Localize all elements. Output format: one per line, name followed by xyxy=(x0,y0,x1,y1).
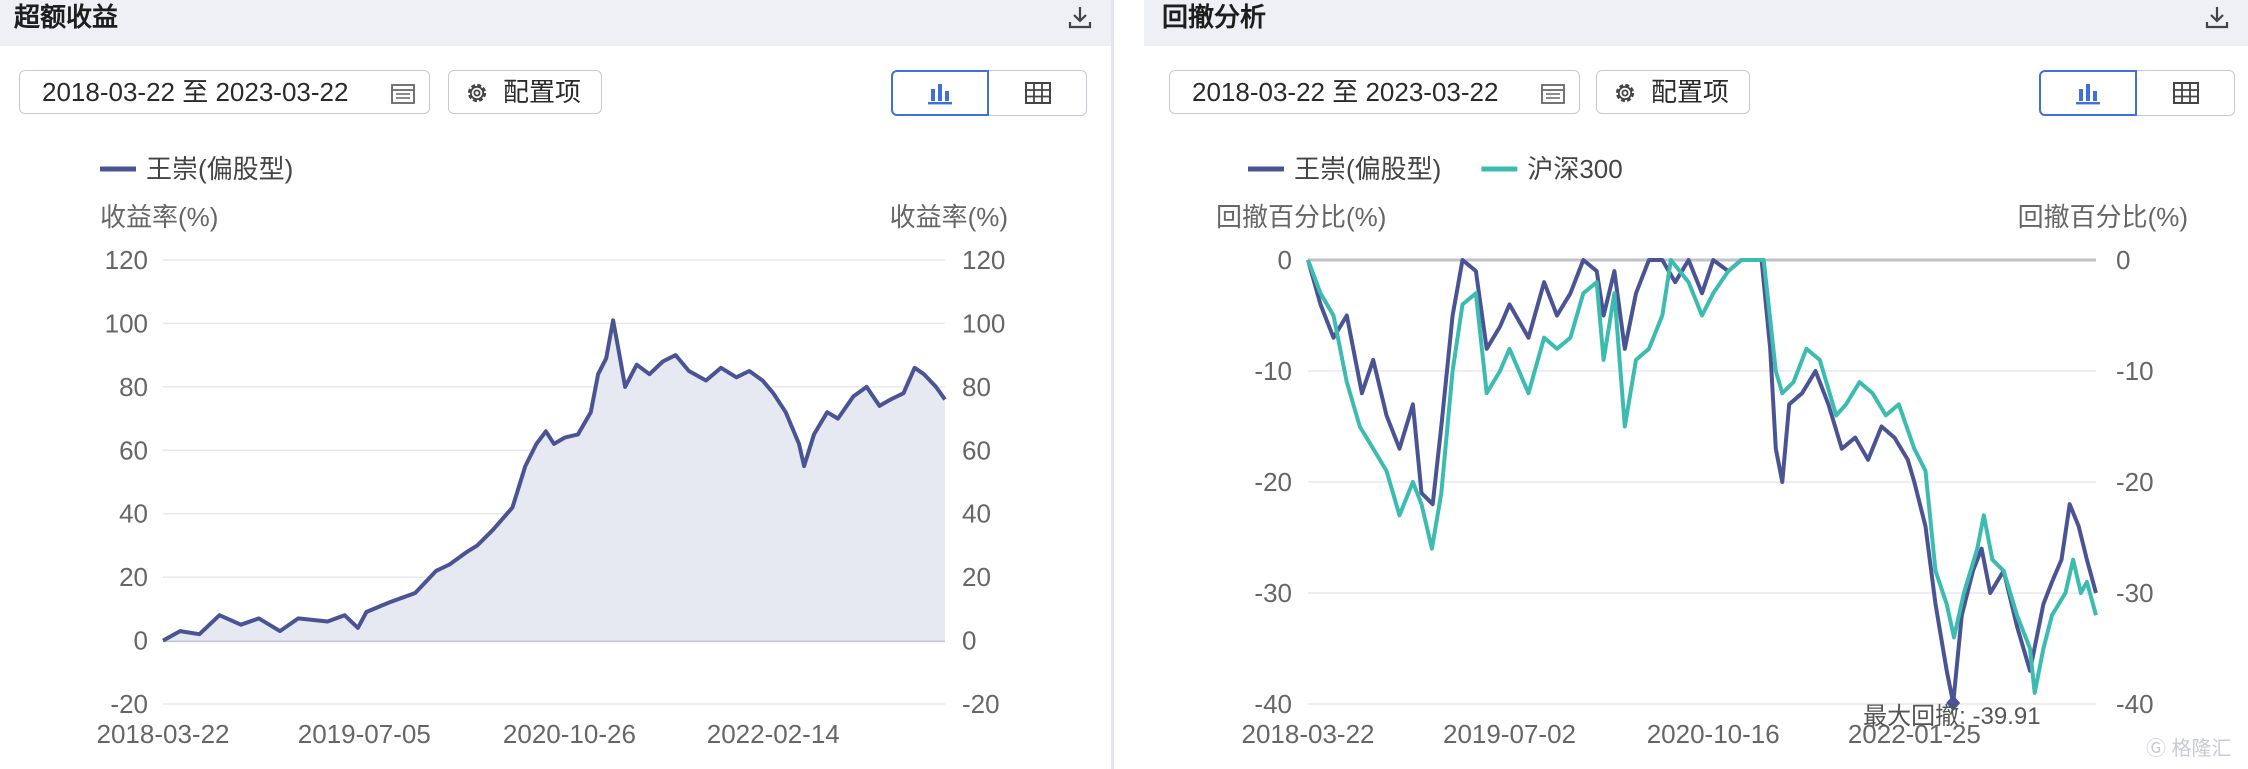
y-tick-label-right: -30 xyxy=(2116,578,2154,608)
table-icon xyxy=(1024,82,1051,104)
x-tick-label: 2018-03-22 xyxy=(97,719,230,749)
date-range-picker[interactable]: 2018-03-22 至 2023-03-22 xyxy=(19,70,430,114)
panel-gap xyxy=(1114,0,1144,769)
date-range-text: 2018-03-22 至 2023-03-22 xyxy=(42,77,349,107)
y-tick-label-left: 0 xyxy=(1278,245,1292,275)
x-tick-label: 2022-02-14 xyxy=(707,719,840,749)
panel-title: 超额收益 xyxy=(14,2,119,32)
y-tick-label-left: -10 xyxy=(1254,356,1292,386)
y-tick-label-right: -20 xyxy=(962,689,1000,719)
y-axis-title-left: 回撤百分比(%) xyxy=(1216,202,1386,232)
legend-label: 王崇(偏股型) xyxy=(1294,154,1441,184)
date-range-picker[interactable]: 2018-03-22 至 2023-03-22 xyxy=(1169,70,1580,114)
legend-label: 沪深300 xyxy=(1527,154,1622,184)
excess-return-chart: 王崇(偏股型) 收益率(%) 收益率(%) -20 -20 0 0 20 20 40 40 60 60 8… xyxy=(97,154,1009,749)
x-tick-label: 2020-10-16 xyxy=(1647,719,1780,749)
download-icon[interactable] xyxy=(2204,4,2230,30)
bar-chart-icon xyxy=(2076,84,2100,105)
config-button[interactable]: 配置项 xyxy=(1596,70,1750,114)
y-axis-title-right: 回撤百分比(%) xyxy=(2018,202,2188,232)
config-label: 配置项 xyxy=(1651,77,1730,107)
drawdown-panel: 回撤分析 2018-03-22 至 2023-03-22 配置项 王崇(偏股型)… xyxy=(1144,0,2248,769)
chart-view-button[interactable] xyxy=(2039,70,2137,116)
y-tick-label-right: 120 xyxy=(962,245,1005,275)
y-axis-title-left: 收益率(%) xyxy=(100,202,218,232)
y-tick-label-right: -20 xyxy=(2116,467,2154,497)
y-tick-label-right: 40 xyxy=(962,499,991,529)
panel-header: 超额收益 xyxy=(0,0,1111,46)
download-icon[interactable] xyxy=(1067,4,1093,30)
x-tick-label: 2018-03-22 xyxy=(1242,719,1375,749)
y-axis-title-right: 收益率(%) xyxy=(890,202,1008,232)
excess-return-panel: 超额收益 2018-03-22 至 2023-03-22 配置项 王崇(偏股型)… xyxy=(0,0,1111,769)
y-tick-label-left: -30 xyxy=(1254,578,1292,608)
view-toggle xyxy=(2039,70,2235,116)
y-tick-label-right: 0 xyxy=(2116,245,2130,275)
y-tick-label-left: -20 xyxy=(1254,467,1292,497)
y-tick-label-left: -40 xyxy=(1254,689,1292,719)
config-label: 配置项 xyxy=(503,77,582,107)
calendar-icon xyxy=(1541,84,1565,104)
y-tick-label-left: 120 xyxy=(105,245,148,275)
series-line xyxy=(1306,258,2098,695)
x-tick-label: 2020-10-26 xyxy=(503,719,636,749)
y-tick-label-left: 40 xyxy=(119,499,148,529)
max-drawdown-marker xyxy=(1946,695,1961,712)
chart-view-button[interactable] xyxy=(891,70,989,116)
panel-title: 回撤分析 xyxy=(1162,2,1267,32)
y-tick-label-left: 0 xyxy=(134,626,148,656)
y-tick-label-right: -40 xyxy=(2116,689,2154,719)
calendar-icon xyxy=(391,84,415,104)
bar-chart-icon xyxy=(928,84,952,105)
y-tick-label-left: -20 xyxy=(110,689,148,719)
drawdown-chart: 王崇(偏股型) 沪深300 回撤百分比(%) 回撤百分比(%) -40 -40 -30 -30… xyxy=(1216,154,2232,760)
y-tick-label-right: 0 xyxy=(962,626,976,656)
y-tick-label-right: 20 xyxy=(962,562,991,592)
x-tick-label: 2022-01-25 xyxy=(1848,719,1981,749)
table-view-button[interactable] xyxy=(2137,70,2235,116)
y-tick-label-left: 100 xyxy=(105,308,148,338)
table-view-button[interactable] xyxy=(989,70,1087,116)
y-tick-label-left: 20 xyxy=(119,562,148,592)
y-tick-label-left: 80 xyxy=(119,372,148,402)
y-tick-label-left: 60 xyxy=(119,435,148,465)
config-button[interactable]: 配置项 xyxy=(448,70,602,114)
watermark: Ⓖ 格隆汇 xyxy=(2146,737,2232,760)
panel-header: 回撤分析 xyxy=(1144,0,2248,46)
x-tick-label: 2019-07-02 xyxy=(1443,719,1576,749)
table-icon xyxy=(2172,82,2199,104)
legend-label: 王崇(偏股型) xyxy=(146,154,293,184)
y-tick-label-right: -10 xyxy=(2116,356,2154,386)
x-tick-label: 2019-07-05 xyxy=(298,719,431,749)
y-tick-label-right: 60 xyxy=(962,435,991,465)
series-line xyxy=(162,318,947,643)
gear-icon xyxy=(1615,83,1635,103)
max-drawdown-label: 最大回撤: -39.91 xyxy=(1863,703,2040,730)
y-tick-label-right: 80 xyxy=(962,372,991,402)
gear-icon xyxy=(467,83,487,103)
panel-divider xyxy=(1111,0,1114,769)
series-area xyxy=(163,320,945,641)
view-toggle xyxy=(891,70,1087,116)
date-range-text: 2018-03-22 至 2023-03-22 xyxy=(1192,77,1499,107)
y-tick-label-right: 100 xyxy=(962,308,1005,338)
